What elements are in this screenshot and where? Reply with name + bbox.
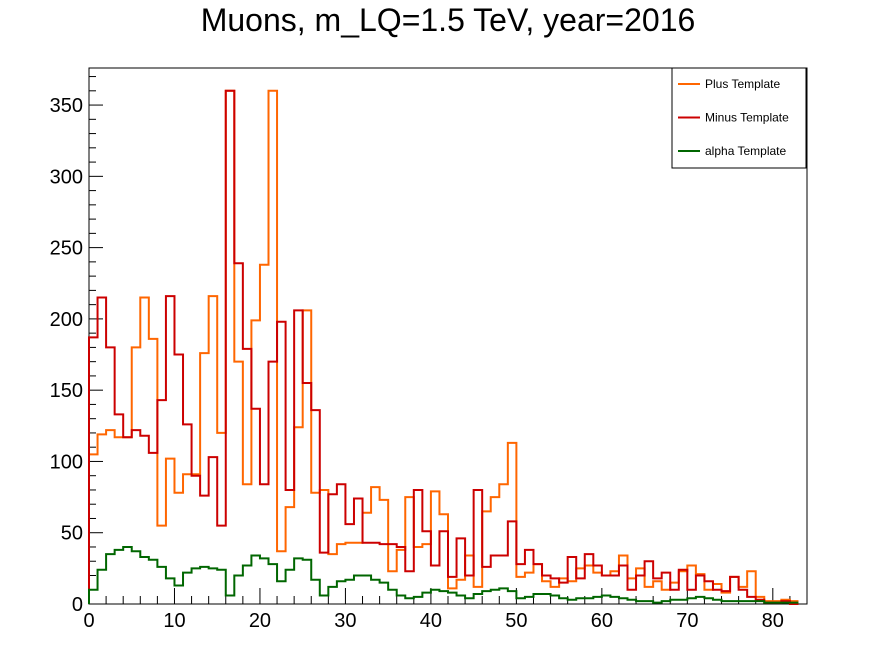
series-minus-template <box>88 89 799 605</box>
y-tick-label: 300 <box>50 166 83 188</box>
legend-label: Plus Template <box>705 77 780 91</box>
histogram-step-line <box>88 89 799 605</box>
x-tick-label: 80 <box>762 610 784 632</box>
legend: Plus Template Minus Template alpha Templat… <box>671 67 807 169</box>
x-tick-label: 20 <box>249 610 271 632</box>
x-tick-label: 50 <box>505 610 527 632</box>
y-tick-label: 250 <box>50 238 83 260</box>
x-tick-label: 10 <box>163 610 185 632</box>
x-tick-label: 70 <box>676 610 698 632</box>
y-axis: 0 50 100 150 200 250 300 350 <box>50 76 103 616</box>
histogram-step-line <box>88 545 799 604</box>
x-tick-label: 40 <box>420 610 442 632</box>
series-alpha-template <box>88 545 799 604</box>
y-tick-label: 350 <box>50 95 83 117</box>
x-tick-label: 30 <box>334 610 356 632</box>
x-axis: 0 10 20 30 40 50 60 70 80 <box>83 588 808 632</box>
y-tick-label: 0 <box>72 594 83 616</box>
x-tick-label: 0 <box>83 610 94 632</box>
legend-label: Minus Template <box>705 111 789 125</box>
y-tick-label: 50 <box>61 523 83 545</box>
legend-label: alpha Template <box>705 144 786 158</box>
x-tick-label: 60 <box>591 610 613 632</box>
y-tick-label: 100 <box>50 451 83 473</box>
series-layer <box>88 89 799 605</box>
y-tick-label: 150 <box>50 380 83 402</box>
y-tick-label: 200 <box>50 309 83 331</box>
chart-title: Muons, m_LQ=1.5 TeV, year=2016 <box>200 2 696 38</box>
